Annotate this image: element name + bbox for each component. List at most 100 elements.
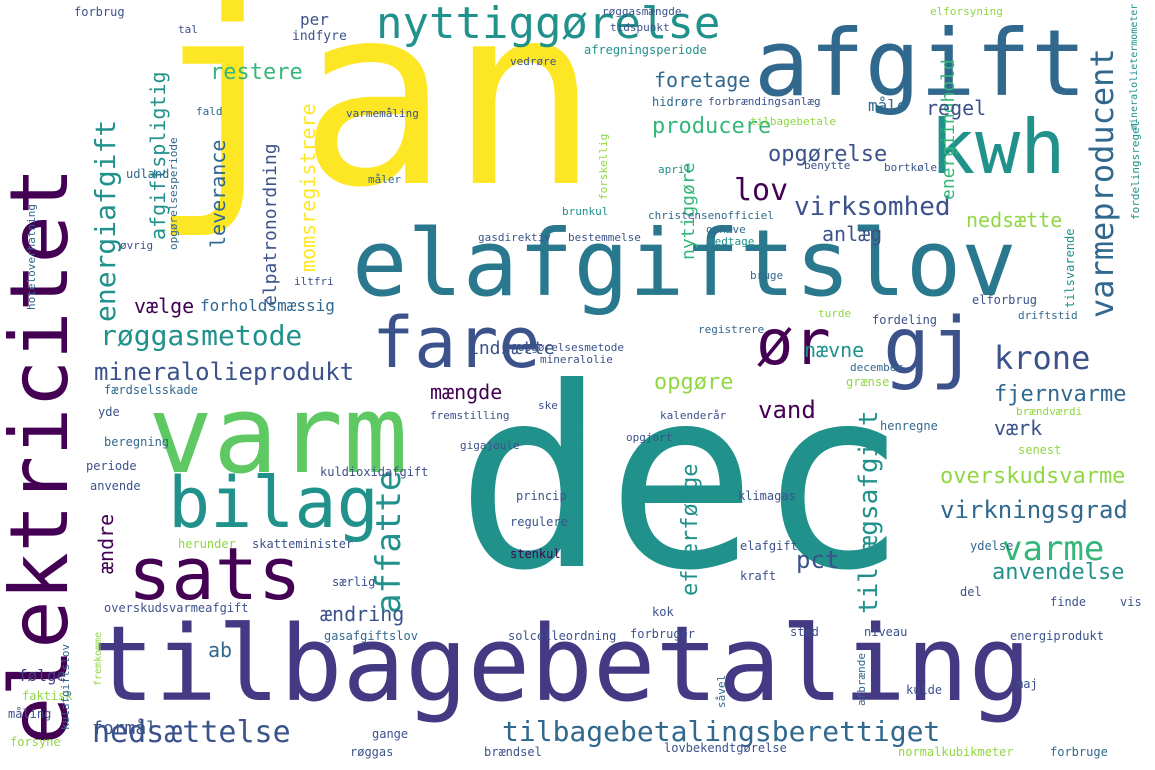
word-forbruger: forbruger xyxy=(630,627,696,641)
word-opgorelsesperiode: opgørelsesperiode xyxy=(167,137,180,250)
word-medtage: medtage xyxy=(708,235,755,248)
word-ydelse: ydelse xyxy=(970,539,1014,553)
word-nyttiggorelse: nyttiggørelse xyxy=(376,0,721,49)
word-ovrig: øvrig xyxy=(120,239,154,252)
word-afregningsperiode: afregningsperiode xyxy=(584,43,707,57)
word-kraft: kraft xyxy=(740,569,777,583)
word-ophaeve: ophæve xyxy=(706,223,746,236)
word-mineralolieprodukt: mineralolieprodukt xyxy=(94,358,355,386)
word-ab: ab xyxy=(208,638,233,662)
word-forholdsmaessig: forholdsmæssig xyxy=(200,296,335,315)
word-varm: varm xyxy=(148,373,409,498)
word-opgorelse: opgørelse xyxy=(768,142,888,167)
word-forbraendingsanlaeg: forbrændingsanlæg xyxy=(708,95,821,108)
word-elforsyning: elforsyning xyxy=(930,5,1003,18)
word-restere: restere xyxy=(210,60,303,85)
word-fordelingsregel: fordelingsregel xyxy=(1129,120,1142,220)
word-normalkubikmeter: normalkubikmeter xyxy=(898,745,1014,759)
word-virksomhed: virksomhed xyxy=(794,192,951,222)
word-iltfri: iltfri xyxy=(294,275,334,288)
word-faerdselsskade: færdselsskade xyxy=(104,383,198,397)
word-udland: udland xyxy=(126,167,170,181)
word-producere: producere xyxy=(652,114,772,139)
word-registrere: registrere xyxy=(698,323,765,336)
word-del: del xyxy=(960,585,982,599)
word-gasdirektiv: gasdirektiv xyxy=(478,231,551,244)
word-vand: vand xyxy=(758,396,816,424)
word-braendvaerdi: brændværdi xyxy=(1016,405,1083,418)
word-opgjort: opgjort xyxy=(626,431,673,444)
word-anvendelse: anvendelse xyxy=(992,560,1125,585)
word-virkningsgrad: virkningsgrad xyxy=(940,496,1128,524)
word-tilbagebetaling: tilbagebetaling xyxy=(92,603,1032,725)
word-nedsaettelse: nedsættelse xyxy=(92,715,291,750)
word-maengde: mængde xyxy=(430,380,503,404)
word-kwh: kwh xyxy=(930,103,1066,191)
word-roggasmaengde: røggasmængde xyxy=(602,5,682,18)
word-maale: måle xyxy=(868,96,907,115)
word-maaler: måler xyxy=(368,173,402,186)
word-skatteminister: skatteminister xyxy=(252,537,354,551)
word-forsyne: forsyne xyxy=(10,735,61,749)
word-fald: fald xyxy=(196,105,223,118)
word-formaal: formål xyxy=(92,718,158,739)
word-or: ør xyxy=(756,306,831,379)
word-afbraende: afbrænde xyxy=(855,653,868,706)
word-dec: dec xyxy=(456,334,908,625)
word-yde: yde xyxy=(98,405,120,419)
word-tilsvarende: tilsvarende xyxy=(1063,228,1077,308)
word-tilbagebetalingsberettiget: tilbagebetalingsberettiget xyxy=(502,715,941,748)
word-vaelge: vælge xyxy=(134,294,195,318)
word-faktisk: faktisk xyxy=(22,689,73,703)
word-roggas: røggas xyxy=(350,745,394,759)
word-saerlig: særlig xyxy=(332,575,376,589)
word-fremstilling: fremstilling xyxy=(430,409,510,422)
word-vaerk: værk xyxy=(994,416,1043,440)
word-solcelleordning: solcelleordning xyxy=(508,629,617,643)
word-aendring: ændring xyxy=(320,602,405,626)
word-kulde: kulde xyxy=(906,683,943,697)
word-fordeling: fordeling xyxy=(872,313,938,327)
word-indsaette: indsætte xyxy=(468,338,555,359)
word-regulere: regulere xyxy=(510,515,568,529)
word-fjernvarme: fjernvarme xyxy=(994,382,1127,407)
word-kuldioxidafgift: kuldioxidafgift xyxy=(320,465,429,479)
word-affatte: affatte xyxy=(369,470,409,614)
word-energiindhold: energiindhold xyxy=(938,59,959,200)
word-mineralolietermometer: mineralolietermometer xyxy=(1129,3,1140,130)
word-folge: følge xyxy=(18,666,67,685)
word-varme: varme xyxy=(1002,529,1105,569)
word-gasafgiftslov: gasafgiftslov xyxy=(324,629,418,643)
word-herunder: herunder xyxy=(178,537,236,551)
word-henregne: henregne xyxy=(880,419,938,433)
word-elforbrug: elforbrug xyxy=(972,293,1038,307)
word-princip: princip xyxy=(516,489,567,503)
word-vis: vis xyxy=(1120,595,1142,609)
word-bilag: bilag xyxy=(168,462,379,544)
word-kulafgiftslov: kulafgiftslov xyxy=(59,643,72,730)
word-senest: senest xyxy=(1018,443,1062,457)
word-vedrore: vedrøre xyxy=(510,55,557,68)
word-benytte: benytte xyxy=(804,159,851,172)
word-naevne: nævne xyxy=(804,338,865,362)
word-klimagas: klimagas xyxy=(738,489,796,503)
word-afgiftspligtig: afgiftspligtig xyxy=(146,71,170,240)
word-efterfolge: efterfølge xyxy=(678,463,703,596)
word-christensenofficiel: christensenofficiel xyxy=(648,209,774,222)
word-jan: jan xyxy=(148,0,600,242)
word-opgorelsesmetode: opgørelsesmetode xyxy=(518,341,624,354)
word-fremkomme: fremkomme xyxy=(93,631,104,686)
word-tillaegsafgift: tillægsafgift xyxy=(854,410,884,615)
word-elafgiftslov: elafgiftslov xyxy=(352,210,1017,317)
word-tidspunkt: tidspunkt xyxy=(610,21,670,34)
word-tilbagebetale: tilbagebetale xyxy=(750,115,837,128)
word-driftstid: driftstid xyxy=(1018,309,1078,322)
word-roggasmetode: røggasmetode xyxy=(100,319,303,352)
word-afgift: afgift xyxy=(754,10,1087,117)
word-sted: sted xyxy=(790,625,819,639)
word-foretage: foretage xyxy=(654,68,751,92)
word-periode: periode xyxy=(86,459,137,473)
word-anlaeg: anlæg xyxy=(822,222,883,246)
word-elpatronordning: elpatronordning xyxy=(260,143,281,306)
